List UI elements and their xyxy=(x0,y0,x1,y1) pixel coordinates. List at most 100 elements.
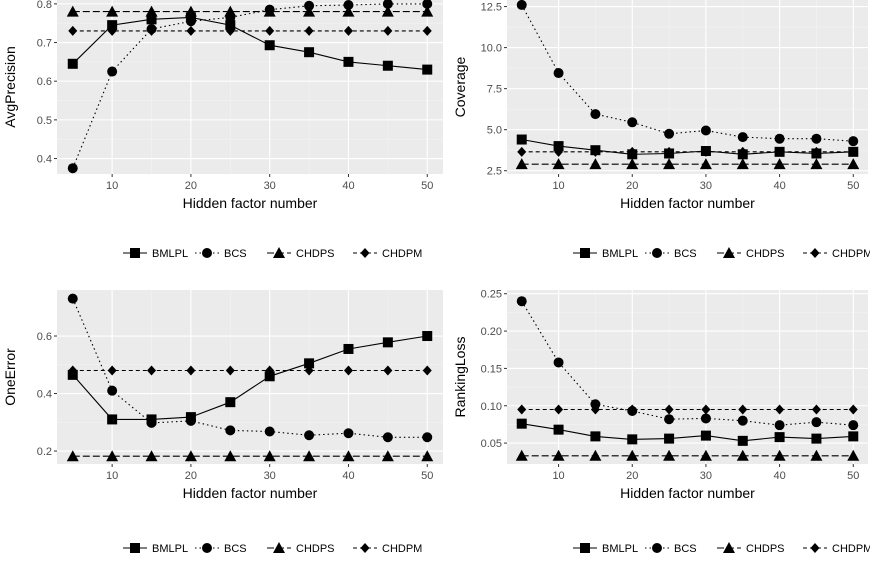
data-point-bcs xyxy=(304,430,315,441)
legend-label-chdps: CHDPS xyxy=(296,248,335,260)
data-point-chdps xyxy=(736,449,749,461)
data-point-chdpm xyxy=(664,404,674,415)
y-tick-label: 2.5 xyxy=(487,166,502,178)
legend-label-bmlpl: BMLPL xyxy=(152,248,188,260)
data-point-chdps xyxy=(106,450,119,462)
data-point-chdps xyxy=(699,449,712,461)
data-point-bcs xyxy=(185,415,196,426)
data-point-chdps xyxy=(663,449,676,461)
data-point-chdps xyxy=(106,5,119,17)
legend-label-bmlpl: BMLPL xyxy=(602,248,638,260)
x-tick-label: 50 xyxy=(847,470,859,482)
data-point-chdpm xyxy=(422,365,432,376)
data-point-bmlpl xyxy=(700,430,711,441)
data-point-bcs xyxy=(422,432,433,443)
data-point-bcs xyxy=(700,125,711,136)
legend-label-bmlpl: BMLPL xyxy=(602,543,638,555)
x-tick-label: 10 xyxy=(552,470,564,482)
data-point-chdpm xyxy=(147,25,157,36)
x-tick-label: 10 xyxy=(552,180,564,192)
legend-label-chdpm: CHDPM xyxy=(832,248,870,260)
data-point-chdps xyxy=(847,449,860,461)
data-point-bmlpl xyxy=(553,141,564,152)
data-point-chdps xyxy=(224,450,237,462)
data-point-bmlpl xyxy=(304,47,315,58)
chart-panel-3: 10 20 30 40 50 0.2 0.4 0.6 Hidden factor number O… xyxy=(2,290,443,555)
data-point-bcs xyxy=(67,163,78,174)
data-point-chdps xyxy=(626,158,639,170)
data-point-chdps xyxy=(66,450,79,462)
data-point-bcs xyxy=(67,293,78,304)
data-point-chdps xyxy=(589,158,602,170)
data-point-chdpm xyxy=(343,365,353,376)
x-tick-label: 20 xyxy=(185,180,197,192)
data-point-chdps xyxy=(773,449,786,461)
y-tick-label: 0.20 xyxy=(481,326,502,338)
legend: BMLPL BCS CHDPS CHDPM xyxy=(123,542,422,555)
x-tick-label: 30 xyxy=(700,470,712,482)
data-point-chdps xyxy=(773,158,786,170)
data-point-chdpm xyxy=(265,365,275,376)
y-tick-label: 0.2 xyxy=(37,446,52,458)
data-point-chdps xyxy=(184,5,197,17)
data-point-chdpm xyxy=(811,146,821,157)
data-point-bcs xyxy=(590,399,601,410)
data-point-chdpm xyxy=(590,404,600,415)
data-point-chdpm xyxy=(554,146,564,157)
y-tick-label: 0.8 xyxy=(37,0,52,11)
data-point-bmlpl xyxy=(737,435,748,446)
data-point-bmlpl xyxy=(146,14,157,25)
y-axis-title: Coverage xyxy=(452,56,468,117)
y-tick-label: 0.05 xyxy=(481,438,502,450)
data-point-bcs xyxy=(107,385,118,396)
y-tick-label: 7.5 xyxy=(487,84,502,96)
data-point-chdpm xyxy=(186,25,196,36)
legend-key-marker xyxy=(810,543,820,553)
data-point-chdps xyxy=(810,449,823,461)
legend-label-bcs: BCS xyxy=(224,543,247,555)
data-point-chdps xyxy=(381,450,394,462)
data-point-chdps xyxy=(515,449,528,461)
data-point-bmlpl xyxy=(107,414,118,425)
data-point-chdps xyxy=(736,158,749,170)
data-point-chdps xyxy=(263,5,276,17)
data-point-chdps xyxy=(342,5,355,17)
data-point-bmlpl xyxy=(343,343,354,354)
plot-panel-background xyxy=(507,290,868,464)
legend: BMLPL BCS CHDPS CHDPM xyxy=(573,542,870,555)
x-tick-label: 40 xyxy=(342,470,354,482)
y-axis-title: OneError xyxy=(2,348,18,406)
data-point-chdpm xyxy=(554,404,564,415)
data-point-bmlpl xyxy=(264,40,275,51)
legend-key-marker xyxy=(360,248,370,258)
legend-label-bcs: BCS xyxy=(224,248,247,260)
y-tick-label: 0.10 xyxy=(481,401,502,413)
data-point-chdpm xyxy=(68,365,78,376)
data-point-chdps xyxy=(342,450,355,462)
data-point-chdps xyxy=(303,5,316,17)
data-point-bmlpl xyxy=(67,58,78,69)
data-point-chdpm xyxy=(738,404,748,415)
data-point-chdpm xyxy=(627,404,637,415)
series-line-bcs xyxy=(72,298,428,438)
data-point-bmlpl xyxy=(382,60,393,71)
data-point-bcs xyxy=(737,132,748,143)
data-point-chdpm xyxy=(775,146,785,157)
y-axis-title: RankingLoss xyxy=(452,337,468,418)
data-point-bmlpl xyxy=(811,433,822,444)
data-point-chdpm xyxy=(68,25,78,36)
data-point-bmlpl xyxy=(422,64,433,75)
x-tick-label: 40 xyxy=(773,180,785,192)
series-line-bcs xyxy=(521,300,854,426)
y-tick-label: 0.6 xyxy=(37,76,52,88)
legend-label-bcs: BCS xyxy=(674,248,697,260)
legend-label-chdps: CHDPS xyxy=(296,543,335,555)
data-point-bcs xyxy=(264,426,275,437)
data-point-chdpm xyxy=(811,404,821,415)
data-point-bcs xyxy=(848,136,859,147)
y-tick-label: 5.0 xyxy=(487,125,502,137)
series-line-bmlpl xyxy=(521,138,854,155)
data-point-bcs xyxy=(664,128,675,139)
legend-key-marker xyxy=(130,543,140,553)
y-tick-label: 10.0 xyxy=(481,43,502,55)
